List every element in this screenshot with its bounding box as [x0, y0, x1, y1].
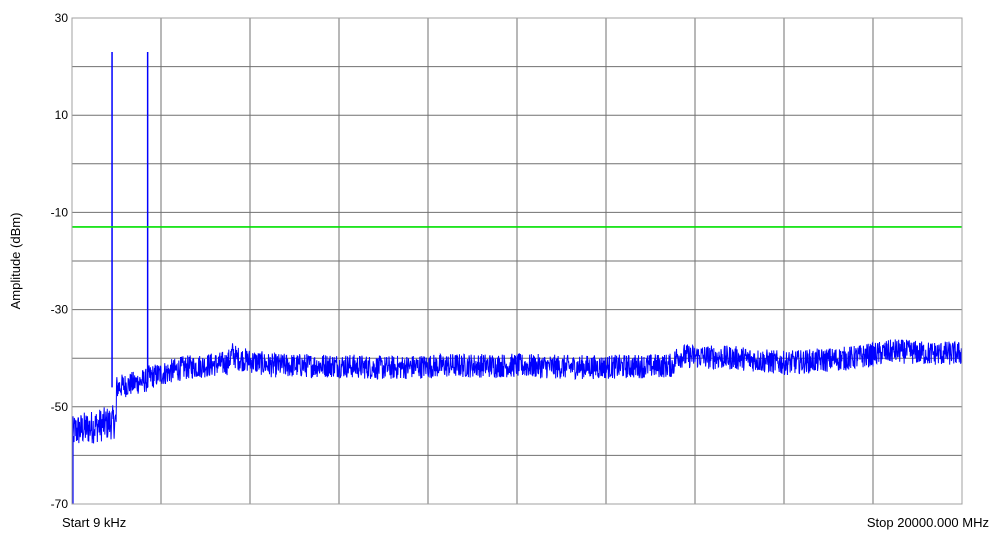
y-tick-label: -70	[51, 497, 69, 511]
grid-lines	[72, 18, 962, 504]
y-tick-labels: 30 10 -10 -30 -50 -70	[51, 11, 69, 511]
trace-line	[71, 339, 963, 444]
y-axis-title: Amplitude (dBm)	[8, 213, 23, 310]
x-start-label: Start 9 kHz	[62, 515, 126, 530]
y-tick-label: -50	[51, 400, 69, 414]
x-stop-label: Stop 20000.000 MHz	[867, 515, 989, 530]
plot-frame	[71, 17, 963, 505]
y-tick-label: 30	[55, 11, 69, 25]
y-tick-label: -10	[51, 205, 69, 219]
series-trace	[71, 52, 963, 504]
y-tick-label: 10	[55, 108, 69, 122]
y-tick-label: -30	[51, 303, 69, 317]
